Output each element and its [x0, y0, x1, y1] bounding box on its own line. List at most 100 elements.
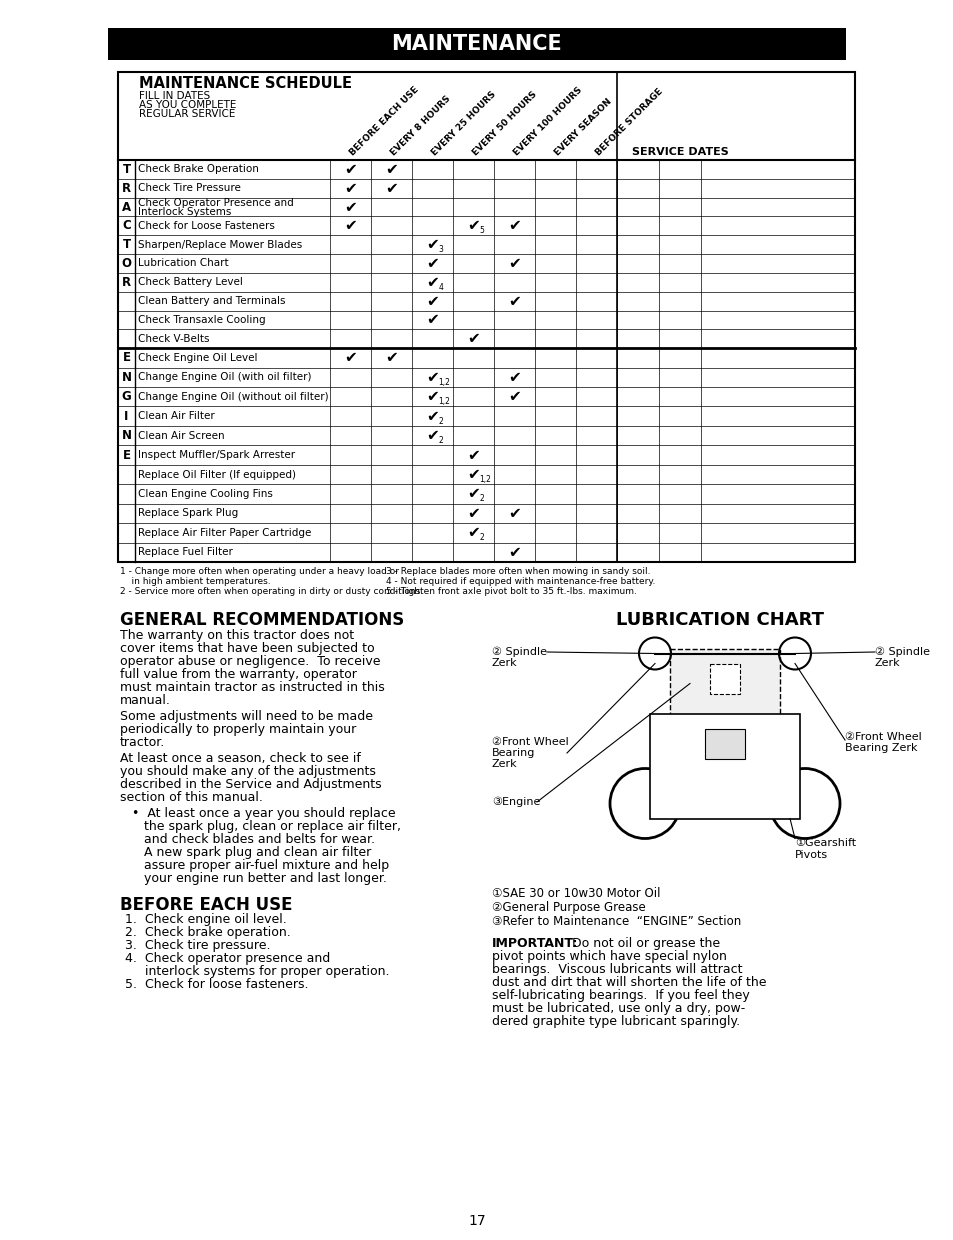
Text: ①Gearshift: ①Gearshift: [794, 838, 855, 848]
Text: ✔: ✔: [426, 428, 438, 443]
Text: assure proper air-fuel mixture and help: assure proper air-fuel mixture and help: [132, 859, 389, 872]
Text: A: A: [122, 201, 131, 213]
Text: ✔: ✔: [508, 294, 520, 309]
Text: 1.  Check engine oil level.: 1. Check engine oil level.: [125, 913, 287, 926]
Text: Clean Air Screen: Clean Air Screen: [138, 430, 224, 440]
Text: tractor.: tractor.: [120, 737, 165, 749]
Text: Do not oil or grease the: Do not oil or grease the: [563, 937, 720, 950]
Text: 5.  Check for loose fasteners.: 5. Check for loose fasteners.: [125, 978, 308, 991]
Text: dered graphite type lubricant sparingly.: dered graphite type lubricant sparingly.: [492, 1016, 740, 1028]
Text: manual.: manual.: [120, 694, 171, 707]
Text: Check for Loose Fasteners: Check for Loose Fasteners: [138, 221, 274, 231]
Text: EVERY 100 HOURS: EVERY 100 HOURS: [512, 86, 584, 157]
Text: BEFORE EACH USE: BEFORE EACH USE: [120, 897, 293, 914]
Text: ✔: ✔: [426, 370, 438, 384]
Text: ✔: ✔: [508, 389, 520, 404]
Text: 4: 4: [438, 283, 443, 291]
Text: MAINTENANCE: MAINTENANCE: [392, 33, 561, 55]
Text: Check Operator Presence and: Check Operator Presence and: [138, 198, 294, 208]
Text: GENERAL RECOMMENDATIONS: GENERAL RECOMMENDATIONS: [120, 611, 404, 629]
Text: cover items that have been subjected to: cover items that have been subjected to: [120, 642, 375, 655]
Text: ✔: ✔: [426, 255, 438, 272]
Text: ✔: ✔: [467, 467, 479, 482]
Text: R: R: [122, 275, 131, 289]
Text: ✔: ✔: [344, 181, 356, 196]
Text: Lubrication Chart: Lubrication Chart: [138, 258, 229, 269]
Text: ✔: ✔: [426, 312, 438, 327]
Text: ✔: ✔: [508, 370, 520, 384]
Text: ③Engine: ③Engine: [492, 797, 539, 807]
Text: Interlock Systems: Interlock Systems: [138, 207, 232, 217]
Text: ✔: ✔: [385, 162, 397, 177]
Bar: [704, 729, 744, 759]
Text: your engine run better and last longer.: your engine run better and last longer.: [132, 872, 387, 885]
Text: REGULAR SERVICE: REGULAR SERVICE: [139, 109, 235, 119]
Text: R: R: [122, 182, 131, 195]
Text: Check Battery Level: Check Battery Level: [138, 278, 243, 288]
Text: FILL IN DATES: FILL IN DATES: [139, 91, 210, 100]
Text: ✔: ✔: [508, 544, 520, 559]
Text: periodically to properly maintain your: periodically to properly maintain your: [120, 723, 355, 737]
Text: Some adjustments will need to be made: Some adjustments will need to be made: [120, 711, 373, 723]
Text: LUBRICATION CHART: LUBRICATION CHART: [616, 611, 823, 629]
Text: ②General Purpose Grease: ②General Purpose Grease: [492, 901, 645, 914]
Text: ✔: ✔: [344, 218, 356, 233]
Text: 4.  Check operator presence and: 4. Check operator presence and: [125, 952, 330, 965]
Text: ✔: ✔: [467, 506, 479, 521]
Text: Sharpen/Replace Mower Blades: Sharpen/Replace Mower Blades: [138, 239, 302, 249]
Text: ② Spindle: ② Spindle: [874, 647, 929, 657]
Text: ✔: ✔: [426, 409, 438, 424]
Text: 3.  Check tire pressure.: 3. Check tire pressure.: [125, 939, 271, 952]
Text: Clean Engine Cooling Fins: Clean Engine Cooling Fins: [138, 489, 273, 498]
Bar: [669, 649, 780, 723]
Text: full value from the warranty, operator: full value from the warranty, operator: [120, 668, 356, 681]
Bar: [709, 663, 740, 693]
Text: ②Front Wheel: ②Front Wheel: [844, 732, 921, 742]
Text: G: G: [121, 391, 132, 403]
Text: ✔: ✔: [467, 486, 479, 501]
Text: ✔: ✔: [508, 255, 520, 272]
Text: E: E: [122, 351, 131, 365]
Text: 1,2: 1,2: [438, 397, 450, 407]
Text: BEFORE EACH USE: BEFORE EACH USE: [348, 84, 420, 157]
Text: At least once a season, check to see if: At least once a season, check to see if: [120, 751, 360, 765]
Text: Check V-Belts: Check V-Belts: [138, 334, 210, 343]
Text: ②Front Wheel: ②Front Wheel: [492, 737, 568, 746]
Text: you should make any of the adjustments: you should make any of the adjustments: [120, 765, 375, 777]
Text: 2 - Service more often when operating in dirty or dusty conditions.: 2 - Service more often when operating in…: [120, 587, 423, 596]
Text: Clean Air Filter: Clean Air Filter: [138, 412, 214, 422]
Text: 4 - Not required if equipped with maintenance-free battery.: 4 - Not required if equipped with mainte…: [386, 577, 655, 587]
Text: ✔: ✔: [508, 506, 520, 521]
Text: ✔: ✔: [344, 351, 356, 366]
Text: 3 - Replace blades more often when mowing in sandy soil.: 3 - Replace blades more often when mowin…: [386, 567, 650, 577]
Text: Check Tire Pressure: Check Tire Pressure: [138, 184, 240, 193]
Text: The warranty on this tractor does not: The warranty on this tractor does not: [120, 629, 354, 642]
Bar: [108, 29, 845, 60]
Text: Zerk: Zerk: [874, 658, 900, 668]
Text: ✔: ✔: [385, 351, 397, 366]
Text: EVERY 25 HOURS: EVERY 25 HOURS: [430, 89, 497, 157]
Text: ✔: ✔: [426, 389, 438, 404]
Text: 1 - Change more often when operating under a heavy load or: 1 - Change more often when operating und…: [120, 567, 398, 577]
Text: Check Brake Operation: Check Brake Operation: [138, 165, 258, 175]
Text: A new spark plug and clean air filter: A new spark plug and clean air filter: [132, 846, 371, 859]
Text: Replace Spark Plug: Replace Spark Plug: [138, 508, 238, 518]
Text: Inspect Muffler/Spark Arrester: Inspect Muffler/Spark Arrester: [138, 450, 294, 460]
Text: N: N: [121, 429, 132, 443]
Text: T: T: [122, 162, 131, 176]
Text: 1,2: 1,2: [479, 475, 491, 484]
Text: ✔: ✔: [344, 162, 356, 177]
Text: Bearing Zerk: Bearing Zerk: [844, 743, 917, 753]
Text: Zerk: Zerk: [492, 759, 517, 769]
Text: Check Transaxle Cooling: Check Transaxle Cooling: [138, 315, 265, 325]
Text: Check Engine Oil Level: Check Engine Oil Level: [138, 353, 257, 363]
Text: ✔: ✔: [467, 526, 479, 541]
Text: Change Engine Oil (with oil filter): Change Engine Oil (with oil filter): [138, 372, 312, 382]
Text: ✔: ✔: [467, 218, 479, 233]
Text: 2.  Check brake operation.: 2. Check brake operation.: [125, 926, 291, 939]
Text: Replace Air Filter Paper Cartridge: Replace Air Filter Paper Cartridge: [138, 528, 311, 538]
Text: 1,2: 1,2: [438, 378, 450, 387]
Text: ✔: ✔: [467, 448, 479, 463]
Text: ③Refer to Maintenance  “ENGINE” Section: ③Refer to Maintenance “ENGINE” Section: [492, 915, 740, 928]
Text: 2: 2: [479, 495, 484, 503]
